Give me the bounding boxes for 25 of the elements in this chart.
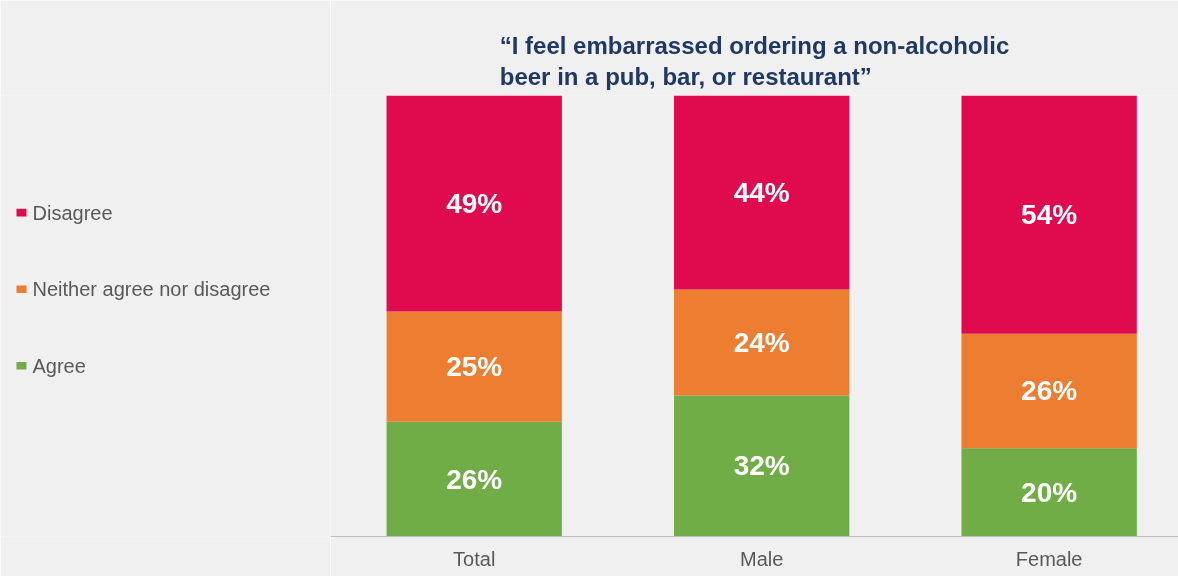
bar	[386, 311, 562, 422]
x-tick-label: Total	[453, 547, 496, 570]
data-label: 44%	[733, 177, 790, 209]
bar	[674, 289, 850, 396]
data-label: 26%	[1021, 375, 1078, 407]
bar	[386, 95, 562, 312]
bar	[674, 95, 850, 290]
data-label: 20%	[1021, 476, 1078, 508]
data-label: 54%	[1021, 199, 1078, 231]
x-tick-label: Female	[1015, 547, 1083, 570]
chart-title: “I feel embarrassed ordering a non-alcoholic beer in a pub, bar, or restaurant”	[499, 32, 1010, 91]
x-tick-label: Male	[740, 547, 784, 570]
data-label: 32%	[733, 450, 790, 482]
data-label: 49%	[446, 188, 503, 220]
bar	[961, 333, 1137, 449]
legend-label: Neither agree nor disagree	[32, 278, 271, 301]
bar	[961, 448, 1137, 537]
legend-label: Agree	[32, 354, 86, 377]
data-label: 24%	[733, 326, 790, 358]
bar	[961, 95, 1137, 334]
data-label: 26%	[446, 463, 503, 495]
bar	[386, 421, 562, 537]
data-label: 25%	[446, 351, 503, 383]
bar	[674, 395, 850, 537]
legend-label: Disagree	[32, 201, 113, 224]
